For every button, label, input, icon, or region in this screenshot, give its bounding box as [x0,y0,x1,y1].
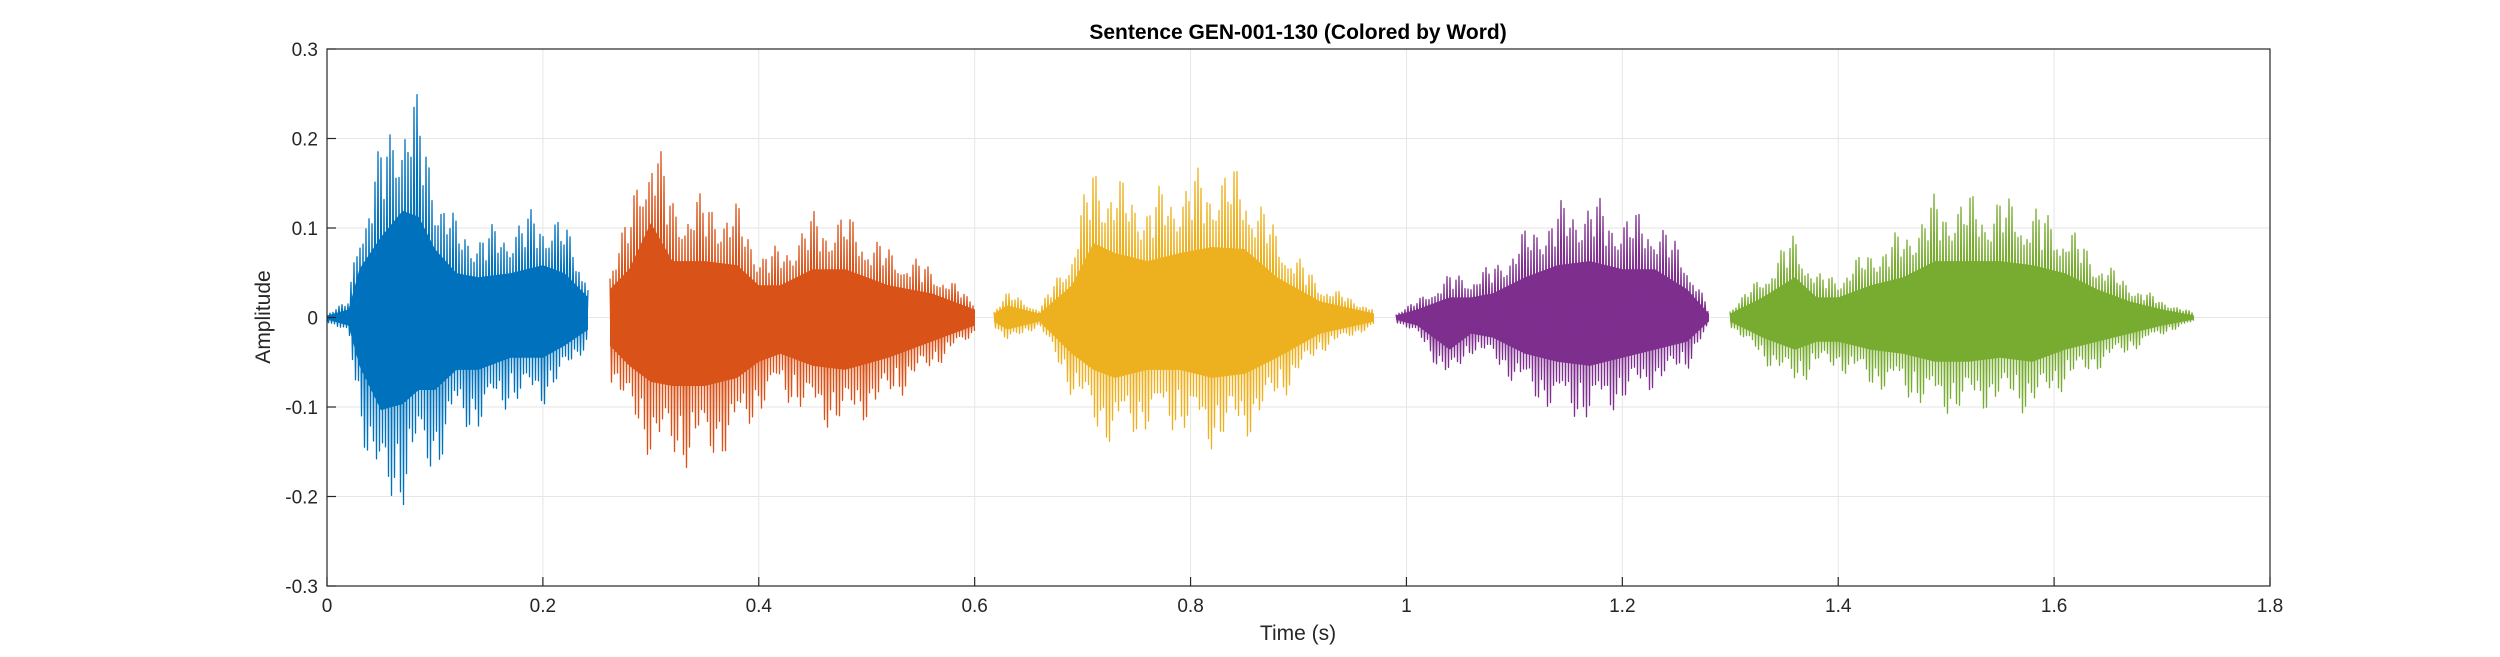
x-tick-label: 0.8 [1177,596,1203,617]
axes [326,48,2271,587]
waveform-series [326,94,2195,506]
chart-title: Sentence GEN-001-130 (Colored by Word) [1089,21,1506,44]
x-tick-label: 1.2 [1609,596,1635,617]
waveform-word-2 [609,150,976,469]
y-tick-label: 0.1 [292,219,318,240]
y-tick-label: -0.3 [285,577,318,598]
waveform-word-4 [1395,197,1709,418]
x-tick-label: 1.6 [2041,596,2067,617]
waveform-word-5 [1729,193,2195,414]
waveform-word-1 [326,94,589,506]
y-tick-label: 0.3 [292,40,318,61]
waveform-trace [1729,193,2195,414]
waveform-trace [326,94,589,506]
x-tick-label: 1.4 [1825,596,1852,617]
x-tick-label: 0.2 [530,596,556,617]
waveform-word-3 [993,167,1375,450]
waveform-trace [1395,197,1709,418]
x-tick-label: 1 [1401,596,1412,617]
y-axis-label: Amplitude [252,270,275,363]
x-tick-label: 1.8 [2257,596,2283,617]
x-axis-label: Time (s) [1260,622,1336,645]
x-tick-label: 0.4 [746,596,773,617]
x-tick-label: 0.6 [961,596,987,617]
waveform-trace [993,167,1375,450]
y-tick-label: 0.2 [292,130,318,151]
tick-labels: 0 0.2 0.4 0.6 0.8 1 1.2 1.4 1.6 1.8 -0.3 -0.2 -0.1 0 0… [285,40,2283,617]
y-tick-label: 0 [307,309,318,330]
x-tick-label: 0 [322,596,333,617]
waveform-trace [609,150,976,469]
y-tick-label: -0.2 [285,488,318,509]
y-tick-label: -0.1 [285,398,318,419]
